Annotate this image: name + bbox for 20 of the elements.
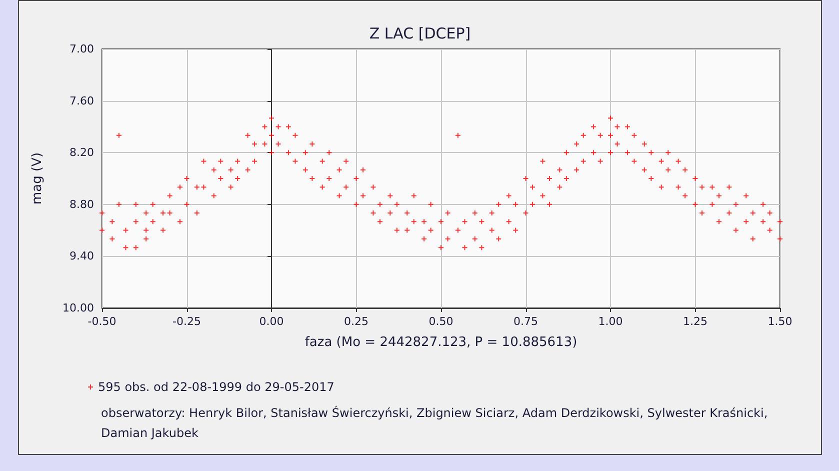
y-axis-title: mag (V) bbox=[30, 152, 45, 205]
y-tick-label: 10.00 bbox=[62, 302, 94, 314]
text: obserwatorzy: Henryk Bilor, Stanisław Świerczyński, Zbigniew Siciarz, Adam Derdzikowski, Sylwester Kraśnicki, Damian Jakubek bbox=[101, 404, 769, 442]
x-tick-label: 0.00 bbox=[259, 315, 284, 328]
legend-label: 595 obs. od 22-08-1999 do 29-05-2017 bbox=[98, 380, 334, 394]
x-tick-label: 0.75 bbox=[514, 315, 538, 328]
y-tick-label: 7.00 bbox=[70, 42, 94, 56]
y-tick-label: 8.20 bbox=[70, 146, 94, 160]
x-axis-title: faza (Mo = 2442827.123, P = 10.885613) bbox=[304, 335, 578, 350]
x-tick-label: 0.50 bbox=[428, 315, 454, 328]
y-tick-label: 7.60 bbox=[70, 94, 94, 108]
x-tick-label: 1.50 bbox=[768, 315, 792, 328]
y-tick-label: 9.40 bbox=[70, 250, 94, 263]
chart-title: Z LAC [DCEP] bbox=[369, 24, 471, 42]
x-tick-label: 1.25 bbox=[683, 315, 708, 328]
x-tick-label: -0.25 bbox=[172, 315, 201, 328]
x-tick-label: -0.50 bbox=[88, 315, 116, 328]
x-tick-label: 1.00 bbox=[598, 315, 623, 328]
x-tick-label: 0.25 bbox=[344, 315, 368, 328]
y-tick-label: 8.80 bbox=[70, 198, 94, 211]
